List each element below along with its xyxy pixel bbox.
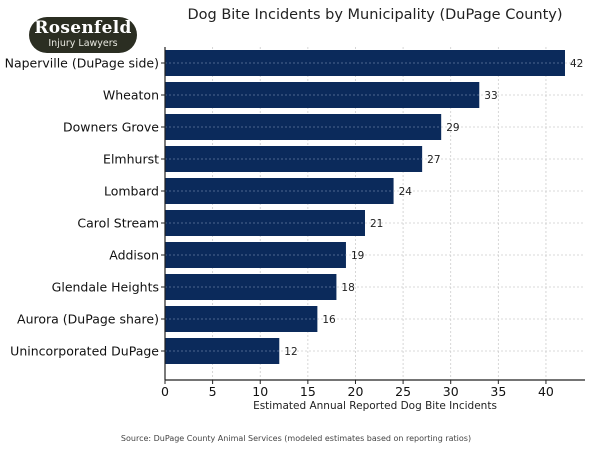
bar	[165, 242, 346, 268]
x-tick-label: 20	[348, 384, 364, 399]
bar	[165, 178, 394, 204]
logo-line1: Rosenfeld	[34, 18, 132, 38]
x-tick-label: 15	[300, 384, 316, 399]
category-label: Wheaton	[103, 88, 159, 103]
x-tick-label: 5	[209, 384, 217, 399]
x-tick-label: 0	[161, 384, 169, 399]
data-label: 19	[351, 250, 364, 262]
category-label: Glendale Heights	[52, 280, 159, 295]
x-axis-label: Estimated Annual Reported Dog Bite Incid…	[253, 400, 497, 412]
data-label: 12	[284, 346, 297, 358]
source-note: Source: DuPage County Animal Services (m…	[121, 434, 471, 443]
x-tick-label: 25	[395, 384, 411, 399]
logo-line2: Injury Lawyers	[48, 38, 118, 49]
category-label: Naperville (DuPage side)	[5, 56, 159, 71]
x-tick-label: 30	[443, 384, 459, 399]
data-label: 21	[370, 218, 383, 230]
data-label: 27	[427, 154, 440, 166]
category-label: Carol Stream	[77, 216, 159, 231]
x-tick-label: 10	[252, 384, 268, 399]
data-label: 16	[322, 314, 336, 326]
x-tick-label: 40	[538, 384, 554, 399]
category-label: Elmhurst	[103, 152, 159, 167]
category-label: Downers Grove	[63, 120, 159, 135]
rosenfeld-logo: Rosenfeld Injury Lawyers	[29, 17, 137, 53]
chart-title: Dog Bite Incidents by Municipality (DuPa…	[187, 7, 562, 23]
data-label: 33	[484, 90, 497, 102]
data-label: 42	[570, 58, 583, 70]
category-label: Unincorporated DuPage	[10, 344, 159, 359]
category-label: Addison	[109, 248, 159, 263]
data-label: 24	[399, 186, 413, 198]
category-label: Lombard	[104, 184, 159, 199]
category-label: Aurora (DuPage share)	[17, 312, 159, 327]
data-label: 29	[446, 122, 459, 134]
x-tick-label: 35	[490, 384, 506, 399]
bar	[165, 114, 442, 140]
data-label: 18	[341, 282, 354, 294]
